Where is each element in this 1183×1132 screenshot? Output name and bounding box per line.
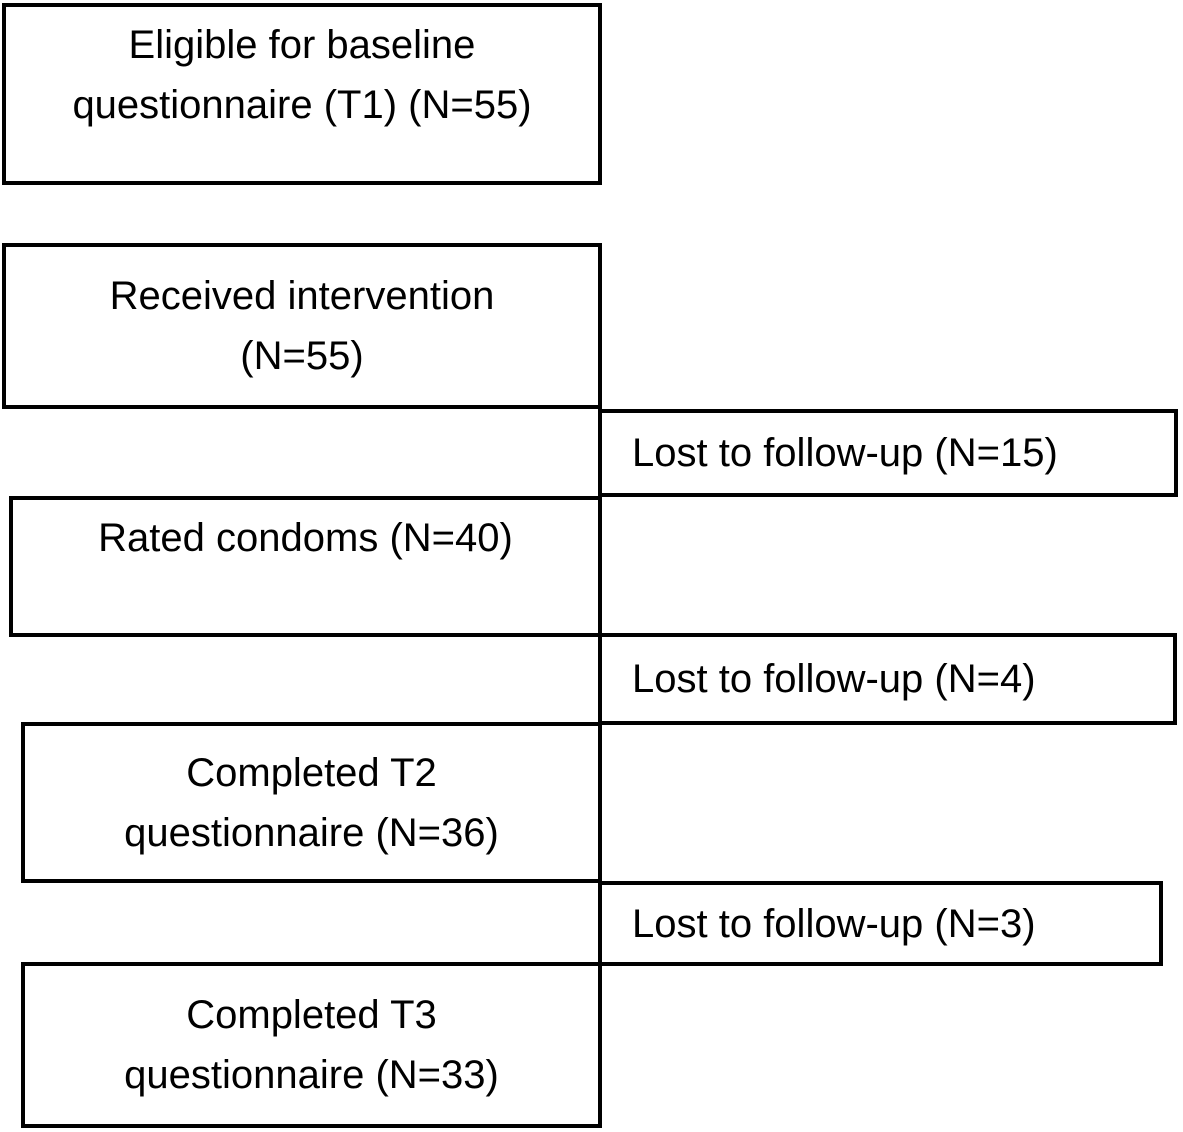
box-completed-t2: Completed T2 questionnaire (N=36)	[21, 722, 602, 883]
box-lost-followup-after-received: Lost to follow-up (N=15)	[598, 409, 1178, 497]
box-rated-condoms-label: Rated condoms (N=40)	[98, 516, 513, 560]
box-completed-t2-label: Completed T2 questionnaire (N=36)	[124, 750, 499, 855]
box-lost-followup-after-rated-label: Lost to follow-up (N=4)	[632, 657, 1036, 701]
box-eligible-baseline-label: Eligible for baseline questionnaire (T1)…	[72, 23, 532, 127]
box-lost-followup-after-t2-label: Lost to follow-up (N=3)	[632, 901, 1036, 946]
box-completed-t3: Completed T3 questionnaire (N=33)	[21, 962, 602, 1128]
box-lost-followup-after-rated: Lost to follow-up (N=4)	[598, 633, 1177, 725]
box-lost-followup-after-t2: Lost to follow-up (N=3)	[598, 881, 1163, 966]
box-received-intervention-label: Received intervention (N=55)	[109, 274, 495, 378]
box-lost-followup-after-received-label: Lost to follow-up (N=15)	[632, 431, 1058, 475]
box-received-intervention: Received intervention (N=55)	[2, 243, 602, 409]
box-eligible-baseline: Eligible for baseline questionnaire (T1)…	[2, 3, 602, 185]
box-completed-t3-label: Completed T3 questionnaire (N=33)	[124, 993, 499, 1097]
box-rated-condoms: Rated condoms (N=40)	[9, 496, 602, 637]
